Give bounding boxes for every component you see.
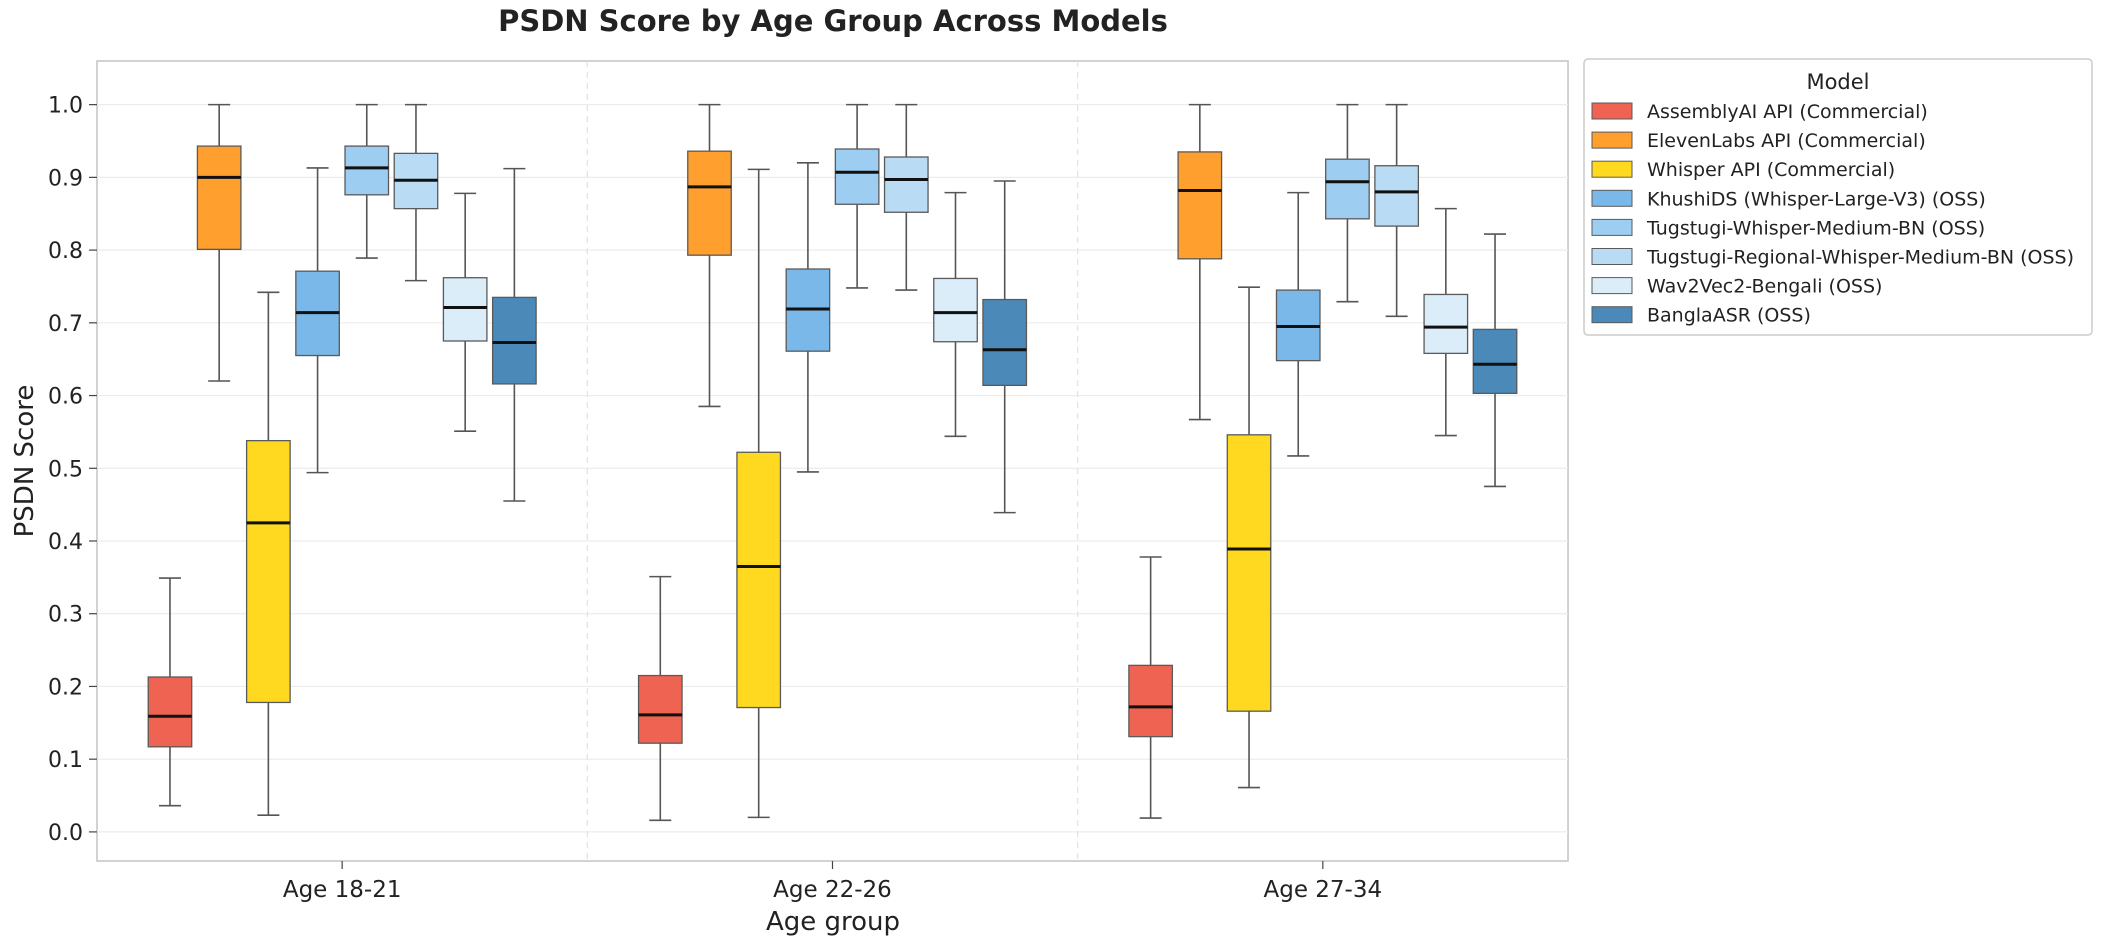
box-3-5 [1325, 103, 1370, 303]
legend-item: Tugstugi-Whisper-Medium-BN (OSS) [1591, 217, 1985, 239]
box-iqr [1226, 434, 1272, 712]
box-1-3 [245, 291, 291, 816]
legend-swatch [1591, 160, 1633, 178]
x-tick-label: Age 27-34 [1264, 877, 1383, 903]
legend-title: Model [1806, 70, 1869, 94]
legend-item: Tugstugi-Regional-Whisper-Medium-BN (OSS… [1591, 247, 2074, 269]
box-iqr [245, 439, 291, 704]
y-tick-label: 0.5 [48, 457, 83, 482]
box-1-4 [295, 167, 340, 474]
box-3-6 [1374, 103, 1420, 318]
box-1-2 [196, 103, 242, 382]
legend-label: KhushiDS (Whisper-Large-V3) (OSS) [1647, 188, 1986, 210]
legend-item: AssemblyAI API (Commercial) [1591, 101, 1928, 123]
y-axis-label: PSDN Score [10, 385, 40, 538]
legend-items: AssemblyAI API (Commercial) ElevenLabs AP… [1591, 101, 2074, 327]
legend-label: Wav2Vec2-Bengali (OSS) [1647, 276, 1882, 298]
box-iqr [1374, 165, 1420, 227]
box-iqr [196, 145, 242, 251]
y-tick-label: 0.6 [48, 385, 83, 410]
x-axis-ticks: Age 18-21 Age 22-26 Age 27-34 [283, 861, 1382, 903]
box-iqr [982, 298, 1028, 387]
grid-lines [97, 104, 1568, 833]
box-3-7 [1423, 207, 1469, 437]
y-tick-label: 0.4 [48, 530, 83, 555]
legend-frame [1583, 58, 2093, 336]
legend-swatch [1591, 248, 1633, 265]
legend-swatch [1591, 306, 1633, 324]
y-tick-label: 0.2 [48, 675, 83, 700]
y-tick-label: 0.1 [48, 748, 83, 773]
box-2-3 [736, 168, 782, 819]
box-iqr [883, 156, 929, 213]
plot-area [96, 60, 1569, 862]
box-iqr [1177, 151, 1223, 260]
y-axis-ticks: 0.0 0.1 0.2 0.3 0.4 0.5 0.6 0.7 0.8 0.9 1.0 [48, 94, 97, 846]
legend-item: KhushiDS (Whisper-Large-V3) (OSS) [1591, 188, 1986, 210]
chart-title: PSDN Score by Age Group Across Models [498, 4, 1168, 38]
box-1-5 [344, 103, 390, 259]
box-iqr [491, 296, 537, 385]
box-iqr [147, 676, 193, 748]
y-tick-label: 0.9 [48, 166, 83, 191]
legend-item: BanglaASR (OSS) [1591, 305, 1811, 327]
box-2-2 [687, 103, 732, 408]
box-3-2 [1177, 103, 1223, 421]
box-2-7 [933, 191, 978, 438]
y-tick-label: 0.8 [48, 239, 83, 264]
y-tick-label: 0.7 [48, 312, 83, 337]
box-2-6 [883, 103, 929, 291]
box-iqr [736, 451, 782, 709]
box-3-1 [1128, 556, 1174, 819]
legend-swatch [1591, 277, 1633, 295]
legend-label: ElevenLabs API (Commercial) [1647, 130, 1926, 152]
legend: Model AssemblyAI API (Commercial) ElevenL… [1583, 58, 2093, 336]
box-iqr [687, 150, 732, 256]
legend-swatch [1591, 131, 1633, 149]
box-iqr [442, 277, 488, 342]
legend-swatch [1591, 189, 1633, 207]
x-axis-label: Age group [766, 907, 900, 937]
y-tick-label: 0.3 [48, 603, 83, 628]
box-iqr [1423, 293, 1469, 355]
box-iqr [1325, 158, 1370, 220]
legend-label: Tugstugi-Whisper-Medium-BN (OSS) [1646, 217, 1985, 239]
box-iqr [933, 277, 978, 343]
box-1-8 [491, 167, 537, 502]
legend-item: Whisper API (Commercial) [1591, 159, 1895, 181]
box-2-1 [637, 575, 683, 822]
legend-label: Tugstugi-Regional-Whisper-Medium-BN (OSS… [1646, 247, 2074, 269]
box-2-5 [834, 103, 880, 289]
box-1-6 [393, 103, 439, 282]
x-tick-label: Age 18-21 [283, 877, 402, 903]
box-3-3 [1226, 286, 1272, 789]
box-iqr [637, 674, 683, 744]
box-2-4 [785, 162, 831, 473]
box-iqr [1472, 328, 1518, 395]
box-3-8 [1472, 233, 1518, 488]
legend-label: AssemblyAI API (Commercial) [1647, 101, 1928, 123]
box-3-4 [1275, 191, 1321, 457]
legend-swatch [1591, 102, 1633, 120]
boxes [147, 103, 1518, 822]
legend-label: BanglaASR (OSS) [1647, 305, 1811, 327]
y-tick-label: 1.0 [48, 94, 83, 119]
legend-item: ElevenLabs API (Commercial) [1591, 130, 1926, 152]
box-iqr [834, 148, 880, 205]
group-separators [586, 61, 1079, 861]
y-tick-label: 0.0 [48, 821, 83, 846]
box-iqr [344, 145, 390, 196]
legend-item: Wav2Vec2-Bengali (OSS) [1591, 276, 1882, 298]
legend-swatch [1591, 218, 1633, 236]
box-2-8 [982, 180, 1028, 514]
box-1-1 [147, 577, 193, 807]
box-1-7 [442, 192, 488, 432]
legend-label: Whisper API (Commercial) [1647, 159, 1895, 181]
x-tick-label: Age 22-26 [773, 877, 892, 903]
box-iqr [1128, 664, 1174, 738]
